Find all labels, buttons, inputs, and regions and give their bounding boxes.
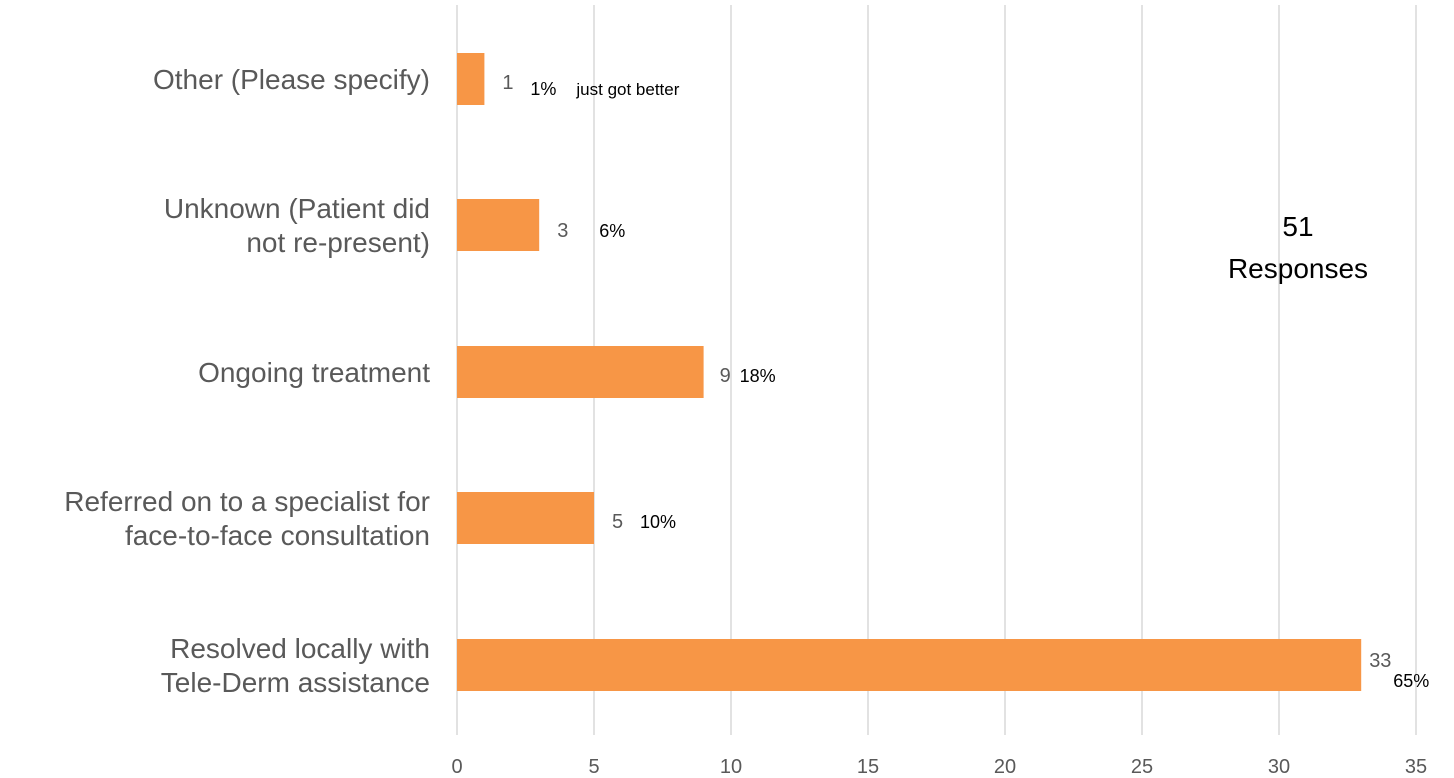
bar-value-label: 9 (720, 365, 731, 387)
category-label: Other (Please specify) (153, 64, 430, 95)
x-tick-label: 30 (1268, 756, 1290, 778)
bar-percent-label: 10% (640, 512, 676, 532)
x-tick-label: 20 (994, 756, 1016, 778)
x-tick-label: 35 (1405, 756, 1427, 778)
bar (457, 53, 485, 105)
bar (457, 346, 704, 398)
bar-value-label: 3 (557, 220, 568, 242)
category-label: Referred on to a specialist for (64, 486, 430, 517)
category-label: face-to-face consultation (125, 520, 430, 551)
bar-percent-label: 6% (599, 221, 625, 241)
bar-percent-label: 1% (530, 79, 556, 99)
bar-percent-label: 65% (1393, 671, 1429, 691)
bar-value-label: 1 (502, 72, 513, 94)
responses-label: Responses (1228, 253, 1368, 284)
x-tick-label: 15 (857, 756, 879, 778)
category-label: Unknown (Patient did (164, 193, 430, 224)
x-tick-label: 25 (1131, 756, 1153, 778)
bar-layer (457, 53, 1362, 691)
category-label: Tele-Derm assistance (161, 667, 430, 698)
bar-annotation: just got better (575, 80, 679, 99)
bar (457, 492, 594, 544)
bar-value-label: 5 (612, 511, 623, 533)
responses-count: 51 (1282, 211, 1313, 242)
x-tick-label: 5 (588, 756, 599, 778)
bar (457, 199, 540, 251)
category-label: not re-present) (246, 227, 430, 258)
category-label: Resolved locally with (170, 633, 430, 664)
x-tick-label: 10 (720, 756, 742, 778)
x-tick-label: 0 (451, 756, 462, 778)
bar (457, 639, 1362, 691)
bar-value-label: 33 (1369, 650, 1391, 672)
grid-layer (456, 5, 1417, 735)
bar-percent-label: 18% (740, 366, 776, 386)
category-label: Ongoing treatment (198, 357, 430, 388)
